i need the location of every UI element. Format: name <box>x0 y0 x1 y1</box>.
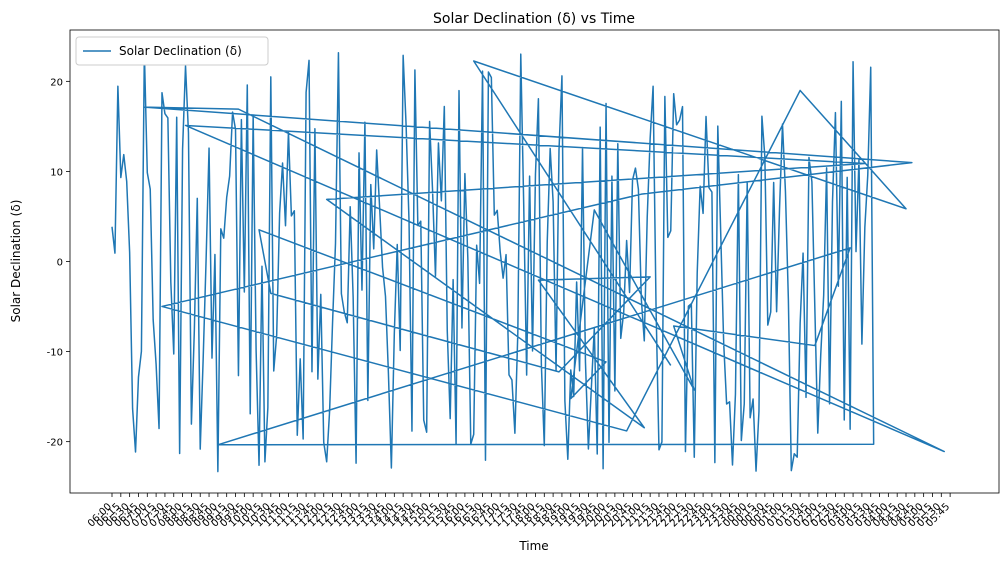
y-tick-label: 0 <box>57 258 63 269</box>
y-axis-ticks: -20 -10 0 10 20 <box>47 77 70 449</box>
y-tick-label: 10 <box>50 167 63 178</box>
chart-title: Solar Declination (δ) vs Time <box>433 11 635 27</box>
y-tick-label: -10 <box>47 348 63 359</box>
y-tick-label: -20 <box>47 438 63 449</box>
x-axis-ticks: 06:0006:1506:3006:4507:0007:1507:3007:45… <box>86 493 952 530</box>
legend-box <box>75 36 269 66</box>
series-line <box>111 50 945 473</box>
series-group <box>111 50 945 473</box>
plot-frame <box>69 29 1000 494</box>
y-axis-label: Solar Declination (δ) <box>9 200 23 323</box>
y-tick-label: 20 <box>50 77 63 88</box>
x-axis-label: Time <box>518 539 548 553</box>
legend: Solar Declination (δ) <box>75 36 269 66</box>
legend-label: Solar Declination (δ) <box>119 44 242 58</box>
